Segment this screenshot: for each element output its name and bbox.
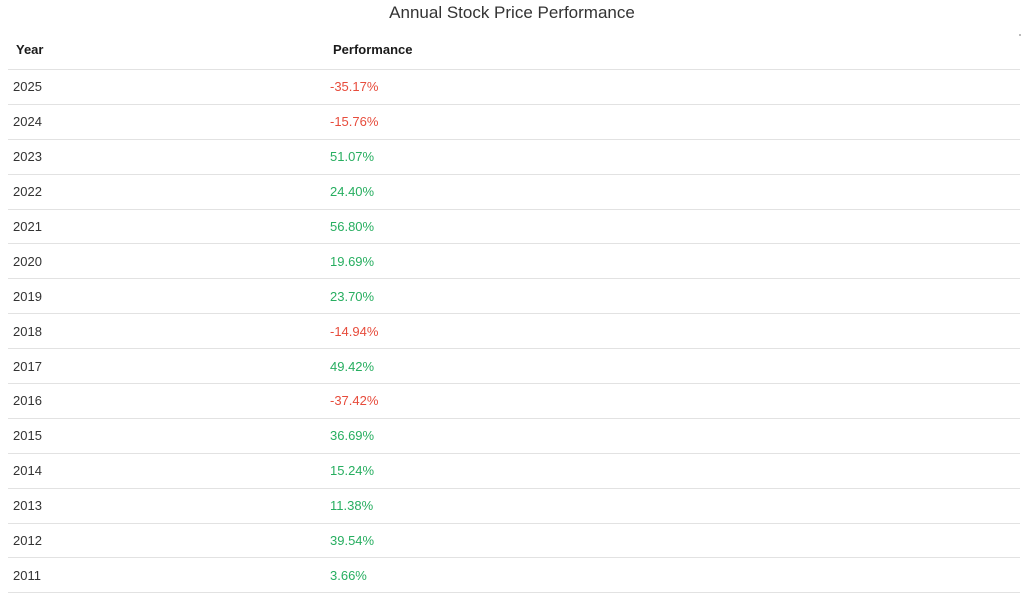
performance-cell: 3.66% — [330, 567, 367, 583]
table-row: 2022 24.40% — [8, 175, 1020, 210]
table-row: 2020 19.69% — [8, 244, 1020, 280]
performance-cell: 11.38% — [330, 498, 374, 514]
year-cell: 2011 — [13, 567, 41, 583]
year-cell: 2020 — [13, 253, 42, 269]
scrollbar-marker — [1019, 34, 1021, 36]
table-row: 2018 -14.94% — [8, 314, 1020, 350]
table-row: 2023 51.07% — [8, 140, 1020, 175]
performance-cell: -37.42% — [330, 393, 379, 409]
year-cell: 2019 — [13, 288, 42, 304]
performance-cell: 36.69% — [330, 428, 375, 444]
table-row: 2025 -35.17% — [8, 70, 1020, 105]
column-header-performance[interactable]: Performance — [333, 42, 413, 57]
year-cell: 2018 — [13, 323, 42, 339]
year-cell: 2025 — [13, 79, 42, 95]
performance-cell: -15.76% — [330, 114, 379, 130]
performance-cell: -14.94% — [330, 323, 379, 339]
table-row: 2016 -37.42% — [8, 384, 1020, 419]
column-header-year[interactable]: Year — [16, 42, 44, 57]
year-cell: 2016 — [13, 393, 42, 409]
year-cell: 2013 — [13, 498, 42, 514]
table-body: 2025 -35.17% 2024 -15.76% 2023 51.07% 2022 24.4… — [8, 70, 1020, 593]
performance-cell: -35.17% — [330, 79, 379, 95]
table-row: 2015 36.69% — [8, 419, 1020, 454]
page-title: Annual Stock Price Performance — [389, 3, 635, 22]
table-row: 2019 23.70% — [8, 279, 1020, 315]
table-row: 2017 49.42% — [8, 349, 1020, 385]
table-row: 2012 39.54% — [8, 524, 1020, 559]
year-cell: 2023 — [13, 149, 42, 165]
performance-cell: 24.40% — [330, 184, 375, 200]
table-header-row: Year Performance — [8, 30, 1020, 70]
table-row: 2013 11.38% — [8, 489, 1020, 524]
table-row: 2021 56.80% — [8, 210, 1020, 245]
performance-cell: 19.69% — [330, 253, 375, 269]
performance-cell: 49.42% — [330, 358, 375, 374]
performance-cell: 39.54% — [330, 533, 375, 549]
year-cell: 2021 — [13, 219, 42, 234]
table-row: 2014 15.24% — [8, 454, 1020, 489]
year-cell: 2015 — [13, 428, 42, 444]
performance-cell: 15.24% — [330, 463, 375, 479]
year-cell: 2012 — [13, 533, 42, 549]
performance-table: Year Performance 2025 -35.17% 2024 -15.76% 2… — [8, 30, 1020, 593]
performance-cell: 23.70% — [330, 288, 375, 304]
table-row: 2011 3.66% — [8, 558, 1020, 593]
year-cell: 2017 — [13, 358, 42, 374]
performance-cell: 51.07% — [330, 149, 375, 165]
performance-cell: 56.80% — [330, 219, 375, 234]
table-row: 2024 -15.76% — [8, 105, 1020, 140]
year-cell: 2014 — [13, 463, 42, 479]
year-cell: 2022 — [13, 184, 42, 200]
year-cell: 2024 — [13, 114, 42, 130]
